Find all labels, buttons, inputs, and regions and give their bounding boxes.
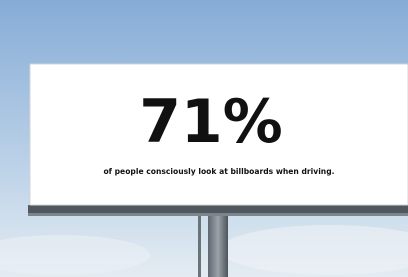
ladder xyxy=(198,214,201,277)
catwalk xyxy=(28,205,408,214)
caption: of people consciously look at billboards… xyxy=(103,167,334,176)
headline: 71% xyxy=(139,87,283,157)
scene: 71% of people consciously look at billbo… xyxy=(0,0,408,277)
catwalk-rail xyxy=(28,213,408,216)
pole xyxy=(208,214,228,277)
